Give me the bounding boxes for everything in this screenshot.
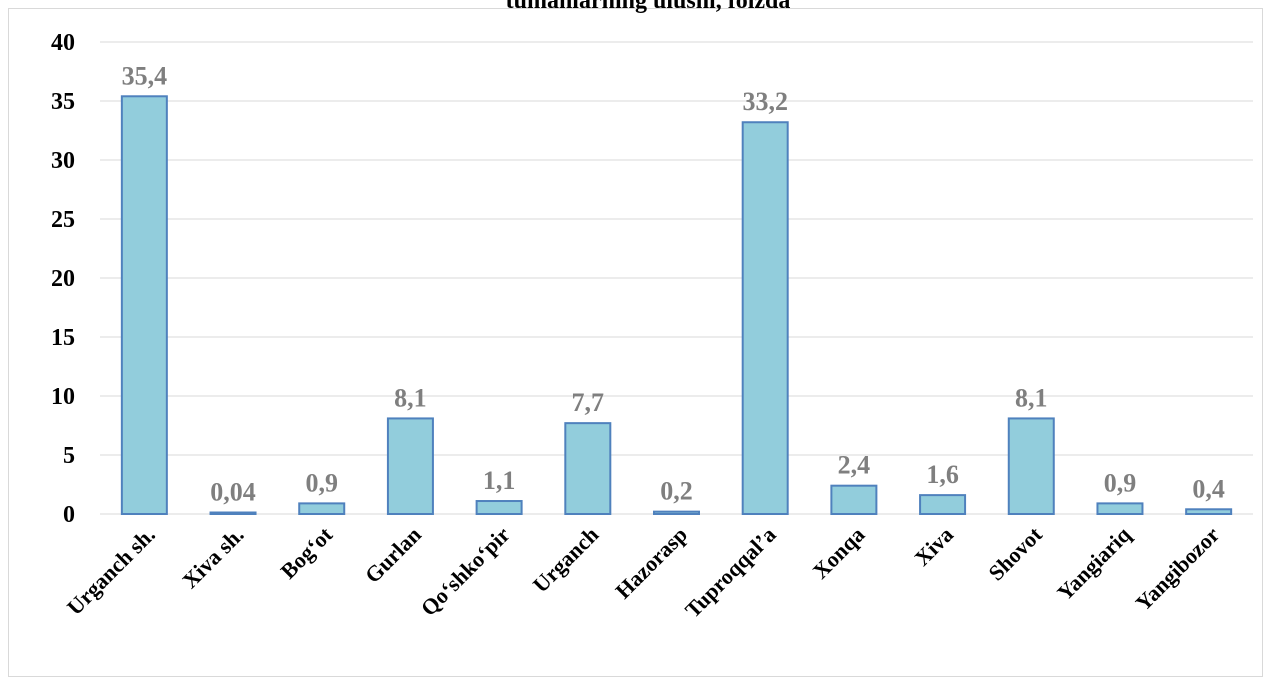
x-category-label: Hazorasp — [610, 522, 692, 604]
data-label: 7,7 — [572, 388, 605, 417]
x-category-label: Xiva sh. — [177, 522, 248, 593]
x-axis-categories: Urganch sh. Xiva sh. Bog‘ot GurlanQo‘shko‘p… — [62, 521, 1225, 622]
data-label: 1,1 — [483, 466, 516, 495]
data-label: 2,4 — [838, 451, 871, 480]
bar — [653, 510, 700, 516]
y-tick-label: 10 — [51, 384, 75, 410]
bar — [1007, 417, 1055, 516]
x-category-label: Urganch — [528, 522, 604, 598]
data-label: 35,4 — [122, 61, 168, 90]
x-category-label: Gurlan — [360, 522, 426, 588]
bar — [298, 502, 346, 516]
bar — [741, 121, 789, 516]
y-tick-label: 20 — [51, 266, 75, 292]
x-category-label: Xonqa — [808, 522, 870, 584]
chart-title: tumanlarning ulushi, foizda — [506, 0, 791, 14]
data-label: 0,9 — [1104, 468, 1137, 497]
x-category-label: Yangiariq — [1052, 521, 1136, 605]
y-tick-label: 25 — [51, 207, 75, 233]
bars — [120, 95, 1233, 516]
bar — [830, 484, 878, 515]
x-category-label: Bog‘ot — [276, 521, 338, 583]
data-label: 0,04 — [210, 478, 256, 507]
x-category-label: Urganch sh. — [62, 522, 160, 620]
x-category-label: Shovot — [983, 521, 1047, 585]
x-category-label: Tuproqqal’a — [680, 522, 781, 623]
data-labels: 35,4 0,04 0,9 8,1 1,1 7,7 0,2 33,2 2,4 1,6 8,1 0,9 0… — [122, 61, 1225, 506]
data-label: 0,4 — [1192, 474, 1225, 503]
bar — [475, 500, 523, 515]
y-tick-label: 15 — [51, 325, 75, 351]
y-tick-label: 35 — [51, 89, 75, 115]
y-axis-ticks: 0 5 10 15 20 25 30 35 40 — [51, 30, 75, 528]
bar — [1096, 502, 1144, 516]
data-label: 1,6 — [926, 460, 959, 489]
y-tick-label: 40 — [51, 30, 75, 56]
data-label: 33,2 — [742, 87, 788, 116]
bar — [1185, 508, 1233, 515]
bar — [209, 511, 257, 515]
y-tick-label: 30 — [51, 148, 75, 174]
data-label: 0,2 — [660, 477, 693, 506]
data-label: 8,1 — [1015, 383, 1048, 412]
data-label: 0,9 — [305, 468, 338, 497]
bar — [564, 422, 612, 516]
x-category-label: Qo‘shko‘pir — [416, 522, 515, 621]
data-label: 8,1 — [394, 383, 427, 412]
gridlines — [100, 41, 1253, 515]
bar — [386, 417, 434, 516]
y-tick-label: 5 — [63, 443, 75, 469]
y-tick-label: 0 — [63, 502, 75, 528]
x-category-label: Yangibozor — [1130, 522, 1224, 616]
x-category-label: Xiva — [909, 522, 958, 571]
bar — [919, 494, 967, 515]
bar — [120, 95, 168, 515]
